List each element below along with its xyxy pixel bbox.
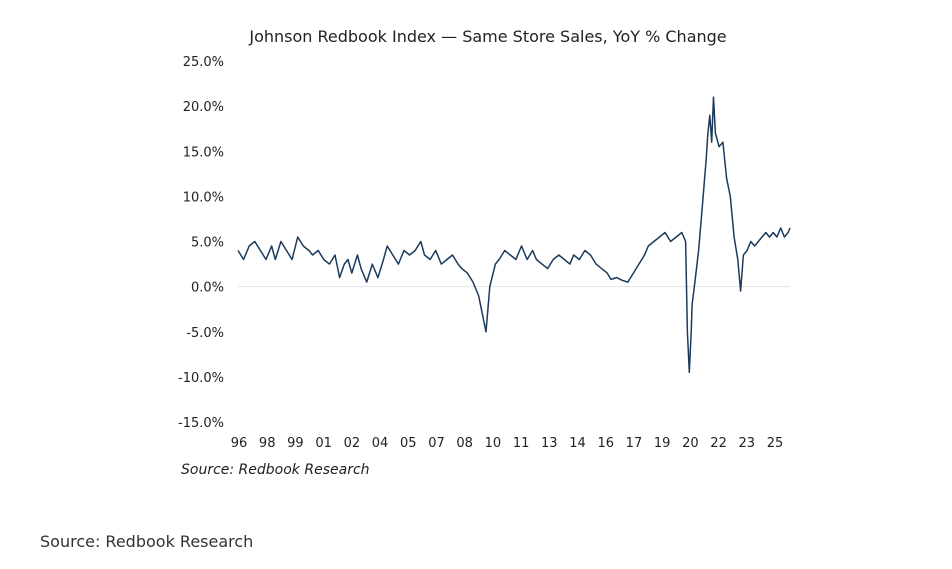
x-tick-label: 14 [569,436,586,451]
y-axis-tick-labels: 25.0% 20.0% 15.0% 10.0% 5.0% 0.0% -5.0% -10.0% -… [178,55,224,431]
y-tick-label: 25.0% [183,55,224,70]
x-tick-label: 07 [428,436,445,451]
x-tick-label: 08 [456,436,473,451]
x-tick-label: 22 [710,436,727,451]
series-line [237,96,791,374]
y-tick-label: 5.0% [191,236,224,251]
y-tick-label: 15.0% [183,145,224,160]
x-tick-label: 23 [739,436,756,451]
x-axis-tick-labels: 96 98 99 01 02 04 05 07 08 10 11 13 14 16 17 19 20 22 23 25 [231,436,784,451]
y-tick-label: 20.0% [183,100,224,115]
x-tick-label: 19 [654,436,671,451]
chart-title: Johnson Redbook Index — Same Store Sales… [248,27,726,46]
source-caption: Source: Redbook Research [40,532,254,551]
x-tick-label: 13 [541,436,558,451]
x-tick-label: 96 [231,436,248,451]
x-tick-label: 02 [344,436,361,451]
x-tick-label: 20 [682,436,699,451]
y-tick-label: 10.0% [183,190,224,205]
chart-source-note: Source: Redbook Research [181,462,370,478]
y-tick-label: -15.0% [178,416,224,431]
x-tick-label: 11 [513,436,530,451]
x-tick-label: 25 [767,436,784,451]
y-tick-label: -5.0% [186,326,224,341]
x-tick-label: 99 [287,436,304,451]
x-tick-label: 10 [485,436,502,451]
x-tick-label: 17 [626,436,643,451]
x-tick-label: 16 [597,436,614,451]
y-tick-label: -10.0% [178,371,224,386]
x-tick-label: 01 [315,436,332,451]
line-chart: Johnson Redbook Index — Same Store Sales… [178,27,791,478]
x-tick-label: 05 [400,436,417,451]
y-tick-label: 0.0% [191,281,224,296]
x-tick-label: 98 [259,436,276,451]
x-tick-label: 04 [372,436,389,451]
